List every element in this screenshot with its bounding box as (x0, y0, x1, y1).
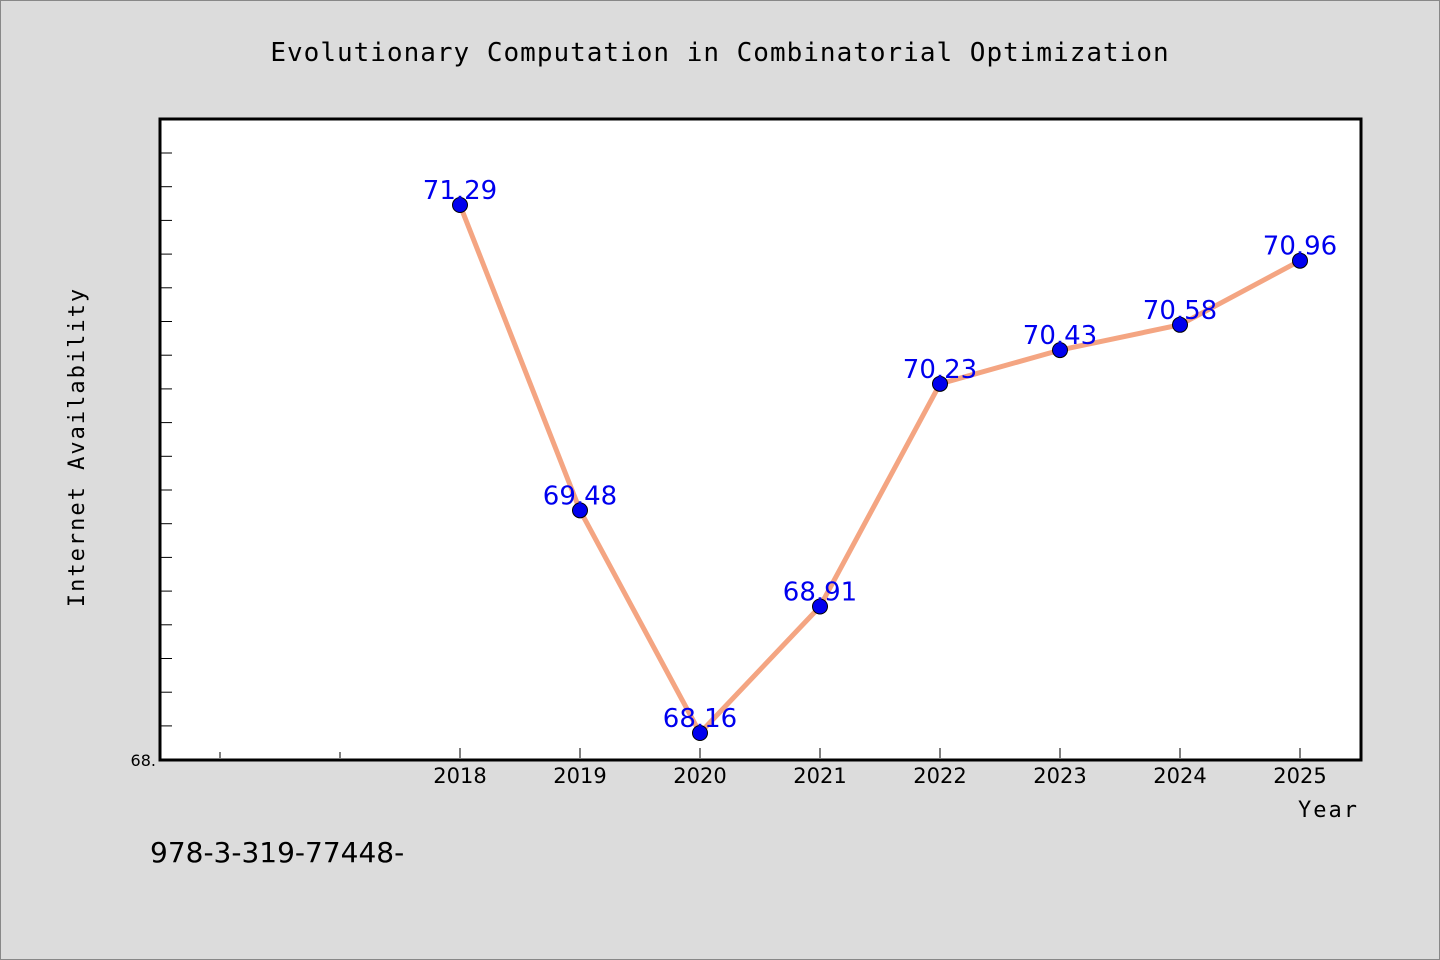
y-tick-label: 68. (131, 751, 156, 770)
data-point (812, 598, 828, 615)
data-point (932, 375, 948, 392)
data-label: 68.16 (663, 704, 737, 734)
x-tick-label: 2025 (1273, 764, 1326, 788)
data-label: 70.23 (903, 355, 977, 385)
x-axis-label: Year (1298, 798, 1359, 823)
y-axis-ticks (160, 152, 172, 761)
y-axis-label: Internet Availability (65, 287, 90, 607)
series-line (457, 204, 1302, 736)
x-tick-label: 2019 (553, 764, 606, 788)
footer-text: 978-3-319-77448- (150, 836, 404, 869)
data-label: 69.48 (543, 481, 617, 511)
plot-area (158, 117, 1363, 762)
chart-title: Evolutionary Computation in Combinatoria… (270, 38, 1169, 68)
x-tick-label: 2021 (793, 764, 846, 788)
data-point (1172, 316, 1188, 333)
data-points (452, 197, 1308, 742)
data-point (1052, 342, 1068, 359)
data-point (452, 197, 468, 214)
data-labels: 71.29 69.48 68.16 68.91 70.23 70.43 70.58 70.96 (423, 176, 1337, 734)
x-tick-label: 2018 (433, 764, 486, 788)
data-point (1292, 252, 1308, 269)
data-point (572, 502, 588, 519)
x-axis-ticks: 2018 2019 2020 2021 2022 2023 2024 2025 (219, 748, 1327, 788)
data-label: 71.29 (423, 176, 497, 206)
data-label: 68.91 (783, 577, 857, 607)
x-tick-label: 2023 (1033, 764, 1086, 788)
data-label: 70.43 (1023, 321, 1097, 351)
x-tick-label: 2022 (913, 764, 966, 788)
x-tick-label: 2020 (673, 764, 726, 788)
data-label: 70.58 (1143, 296, 1217, 326)
data-point (692, 725, 708, 742)
x-tick-label: 2024 (1153, 764, 1206, 788)
data-label: 70.96 (1263, 232, 1337, 262)
